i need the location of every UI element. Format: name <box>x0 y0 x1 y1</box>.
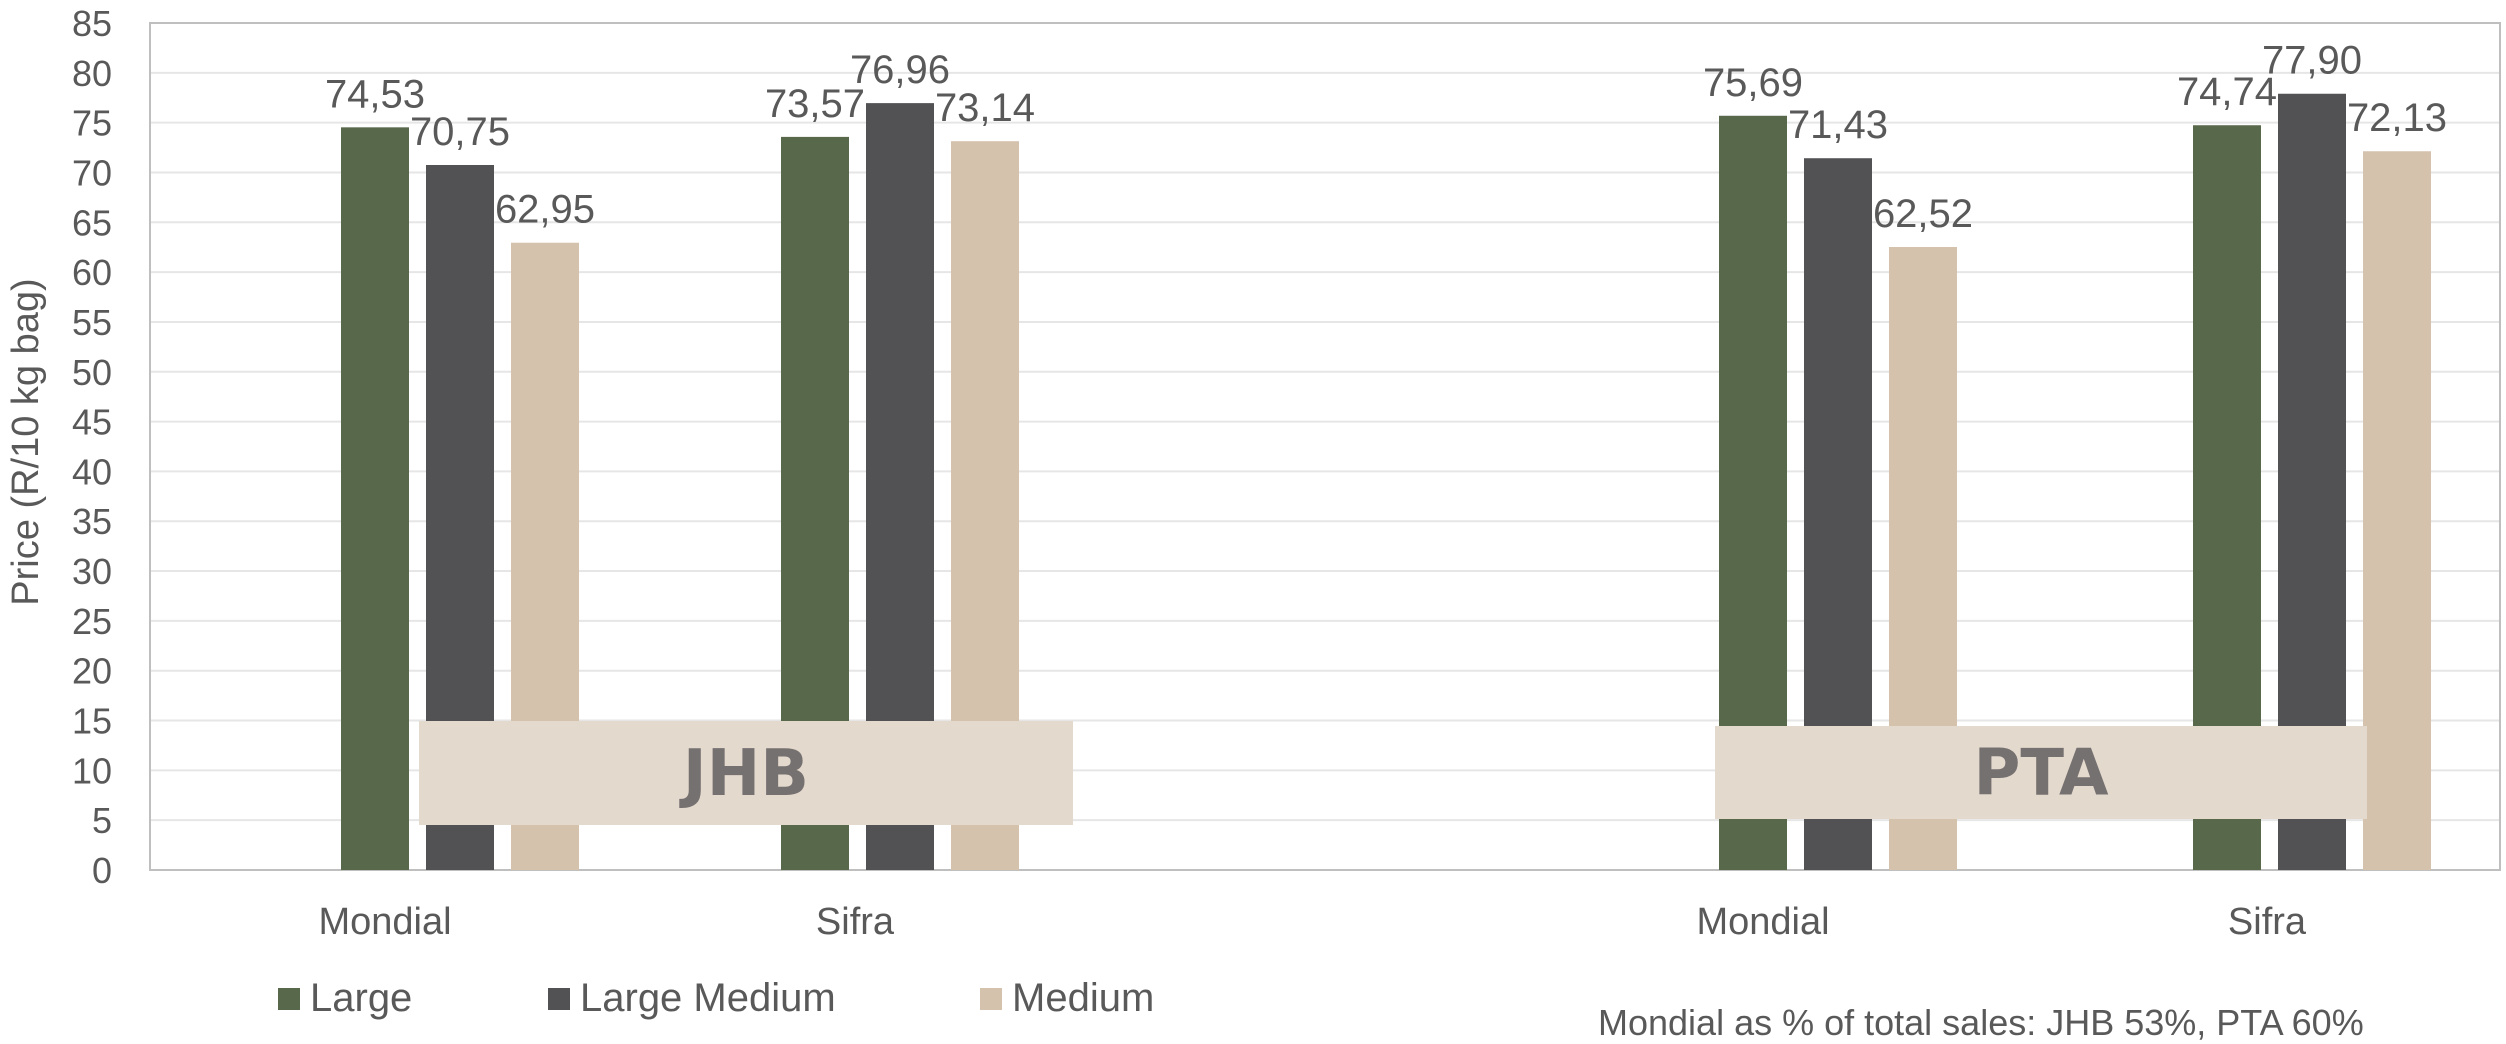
y-tick-label: 40 <box>72 451 112 492</box>
legend-item-medium: Medium <box>980 976 1154 1021</box>
category-label: Mondial <box>1696 901 1829 943</box>
y-tick-label: 10 <box>72 750 112 791</box>
legend-label-large-medium: Large Medium <box>580 976 836 1020</box>
legend-label-large: Large <box>310 976 413 1020</box>
y-tick-label: 80 <box>72 53 112 94</box>
group-boxes: JHB PTA <box>419 721 2367 825</box>
data-label: 75,69 <box>1703 61 1803 105</box>
group-label-pta: PTA <box>1973 737 2109 811</box>
legend-item-large: Large <box>278 976 412 1021</box>
bar-medium <box>2363 151 2431 871</box>
data-label: 62,95 <box>495 188 595 232</box>
y-tick-label: 65 <box>72 202 112 243</box>
data-label: 77,90 <box>2262 39 2362 83</box>
plot-frame <box>149 22 2501 871</box>
y-axis-label: Price (R/10 kg bag) <box>5 278 47 605</box>
legend-swatch-large-medium <box>548 987 570 1010</box>
group-label-jhb: JHB <box>679 737 809 811</box>
data-label: 73,14 <box>935 86 1035 130</box>
y-tick-label: 75 <box>72 103 112 144</box>
y-tick-labels: 0 5 10 15 20 25 30 35 40 45 50 55 60 65 70 75 80 85 <box>72 3 112 891</box>
category-label: Mondial <box>318 901 451 943</box>
y-tick-label: 30 <box>72 551 112 592</box>
legend-swatch-large <box>278 987 300 1010</box>
data-label: 76,96 <box>850 48 950 92</box>
y-tick-label: 20 <box>72 651 112 692</box>
footnote: Mondial as % of total sales: JHB 53%, PT… <box>1598 1002 2364 1043</box>
y-tick-label: 55 <box>72 302 112 343</box>
y-tick-label: 0 <box>92 850 112 891</box>
category-label: Sifra <box>816 901 895 943</box>
data-label: 73,57 <box>765 82 865 126</box>
y-tick-label: 70 <box>72 152 112 193</box>
y-tick-label: 85 <box>72 3 112 44</box>
group-box-pta <box>1715 726 2367 819</box>
y-tick-label: 60 <box>72 252 112 293</box>
data-label: 62,52 <box>1873 192 1973 236</box>
category-labels: Mondial Sifra Mondial Sifra <box>318 901 2306 943</box>
y-tick-label: 25 <box>72 601 112 642</box>
data-label: 70,75 <box>410 110 510 154</box>
bars <box>341 93 2431 871</box>
legend-swatch-medium <box>980 987 1002 1010</box>
group-box-jhb <box>419 721 1073 825</box>
y-tick-label: 45 <box>72 402 112 443</box>
y-tick-label: 35 <box>72 501 112 542</box>
category-label: Sifra <box>2228 901 2307 943</box>
data-label: 74,74 <box>2177 70 2277 114</box>
data-label: 74,53 <box>325 72 425 116</box>
y-tick-label: 15 <box>72 701 112 742</box>
y-tick-label: 50 <box>72 352 112 393</box>
data-label: 72,13 <box>2347 96 2447 140</box>
data-labels: 74,53 73,57 75,69 74,74 70,75 76,96 71,43 77,90… <box>325 39 2447 236</box>
legend-label-medium: Medium <box>1012 976 1155 1020</box>
y-tick-label: 5 <box>92 800 112 841</box>
legend-item-large-medium: Large Medium <box>548 976 836 1021</box>
data-label: 71,43 <box>1788 103 1888 147</box>
bar-large <box>341 127 409 871</box>
